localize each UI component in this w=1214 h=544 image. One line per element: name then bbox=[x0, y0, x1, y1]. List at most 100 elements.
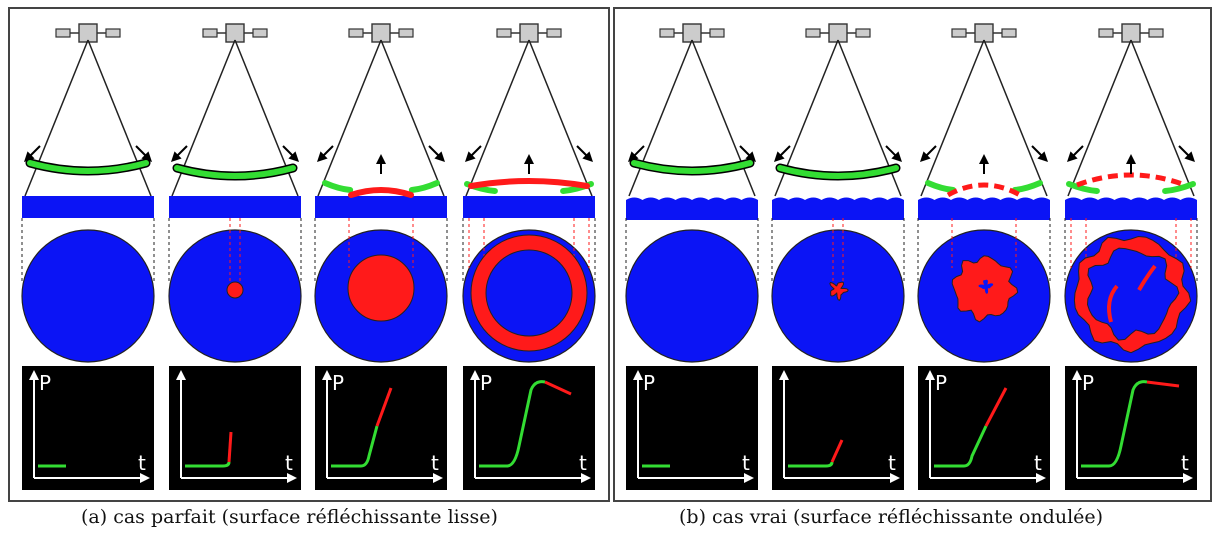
arrow-left-head bbox=[317, 151, 328, 162]
arrow-left-head bbox=[465, 151, 476, 162]
reflected-wave bbox=[348, 187, 414, 198]
graph-background bbox=[22, 366, 154, 490]
x-axis-arrow bbox=[744, 473, 754, 483]
satellite-icon bbox=[1098, 23, 1164, 43]
cone-right-edge bbox=[528, 39, 593, 197]
illuminated-ring-inner bbox=[485, 249, 573, 337]
waveform-graph: t bbox=[169, 366, 301, 490]
y-axis-label: P bbox=[480, 371, 492, 395]
x-axis-arrow bbox=[287, 473, 297, 483]
waveform-graph: tP bbox=[463, 366, 595, 490]
water-surface-wavy bbox=[918, 197, 1050, 220]
ring-filament-left bbox=[1107, 284, 1119, 323]
incident-wave bbox=[631, 160, 753, 174]
cone-left-edge bbox=[920, 39, 985, 197]
cone-right-edge bbox=[983, 39, 1048, 197]
incident-wave-right bbox=[408, 180, 440, 193]
waveform-graph: tP bbox=[315, 366, 447, 490]
solar-panel-left bbox=[55, 28, 71, 38]
cone-left-edge bbox=[465, 39, 530, 197]
panel-b-stage-2: t bbox=[771, 23, 905, 490]
solar-panel-right bbox=[252, 28, 268, 38]
arrow-left-head bbox=[1067, 151, 1078, 162]
graph-background bbox=[626, 366, 758, 490]
solar-panel-left bbox=[659, 28, 675, 38]
water-surface bbox=[315, 196, 447, 218]
panel-a-stage-4: tP bbox=[462, 23, 596, 490]
y-axis-arrow bbox=[470, 370, 480, 380]
waveform-green bbox=[185, 461, 231, 468]
cone-left-edge bbox=[628, 39, 693, 197]
cone-left-edge bbox=[24, 39, 89, 197]
incident-wave bbox=[777, 165, 899, 179]
footprint-disc bbox=[21, 229, 155, 363]
x-axis-label: t bbox=[431, 451, 439, 475]
water-surface-wavy bbox=[1065, 197, 1197, 220]
satellite-icon bbox=[55, 23, 121, 43]
arrow-right-head bbox=[1184, 151, 1195, 162]
y-axis-label: P bbox=[935, 371, 947, 395]
satellite-body bbox=[519, 23, 539, 43]
panel-b-stage-1: tP bbox=[625, 23, 759, 490]
arrow-left-head bbox=[171, 151, 182, 162]
x-axis-arrow bbox=[1183, 473, 1193, 483]
y-axis-label: P bbox=[1082, 371, 1094, 395]
incident-wave-right bbox=[1162, 181, 1196, 194]
water-surface bbox=[463, 196, 595, 218]
waveform-red bbox=[830, 439, 844, 463]
panel-b-stage-4: tP bbox=[1064, 23, 1198, 490]
satellite-body bbox=[78, 23, 98, 43]
x-axis-arrow bbox=[140, 473, 150, 483]
solar-panel-right bbox=[1148, 28, 1164, 38]
incident-wave bbox=[174, 165, 296, 179]
graph-background bbox=[169, 366, 301, 490]
up-arrow-head bbox=[376, 154, 386, 164]
arrow-left-head bbox=[628, 151, 639, 162]
cone-right-edge bbox=[87, 39, 152, 197]
solar-panel-right bbox=[398, 28, 414, 38]
up-arrow-head bbox=[524, 154, 534, 164]
reflected-wave bbox=[468, 178, 590, 189]
illuminated-spot bbox=[829, 281, 849, 301]
arrow-right-head bbox=[434, 151, 445, 162]
satellite-icon bbox=[348, 23, 414, 43]
waveform-graph: tP bbox=[626, 366, 758, 490]
arrow-right-head bbox=[141, 151, 152, 162]
y-axis-arrow bbox=[779, 370, 789, 380]
cone-right-edge bbox=[1130, 39, 1195, 197]
up-arrow-head bbox=[979, 154, 989, 164]
solar-panel-right bbox=[709, 28, 725, 38]
solar-panel-right bbox=[1001, 28, 1017, 38]
x-axis-arrow bbox=[433, 473, 443, 483]
waveform-red bbox=[1146, 380, 1180, 388]
incident-wave-right bbox=[1011, 180, 1043, 193]
water-surface-wavy bbox=[626, 197, 758, 220]
graph-background bbox=[772, 366, 904, 490]
cone-left-edge bbox=[1067, 39, 1132, 197]
illuminated-spot bbox=[226, 281, 244, 299]
waveform-graph: tP bbox=[918, 366, 1050, 490]
waveform-graph: tP bbox=[22, 366, 154, 490]
satellite-body bbox=[974, 23, 994, 43]
y-axis-arrow bbox=[1072, 370, 1082, 380]
waveform-green bbox=[934, 425, 988, 468]
footprint-disc bbox=[625, 229, 759, 363]
waveform-red bbox=[375, 387, 393, 427]
x-axis-label: t bbox=[285, 451, 293, 475]
y-axis-label: P bbox=[643, 371, 655, 395]
x-axis-arrow bbox=[1036, 473, 1046, 483]
waveform-red bbox=[984, 387, 1008, 427]
ring-filament-right bbox=[1137, 264, 1157, 291]
waveform-green bbox=[788, 461, 834, 468]
x-axis-label: t bbox=[742, 451, 750, 475]
satellite-body bbox=[682, 23, 702, 43]
waveform-green bbox=[479, 380, 546, 468]
satellite-body bbox=[371, 23, 391, 43]
water-surface-wavy bbox=[772, 197, 904, 220]
panel-b-stage-3: tP bbox=[917, 23, 1051, 490]
solar-panel-left bbox=[951, 28, 967, 38]
x-axis-label: t bbox=[1181, 451, 1189, 475]
panel-a-stage-2: t bbox=[168, 23, 302, 490]
x-axis-arrow bbox=[890, 473, 900, 483]
incident-wave bbox=[27, 160, 149, 174]
